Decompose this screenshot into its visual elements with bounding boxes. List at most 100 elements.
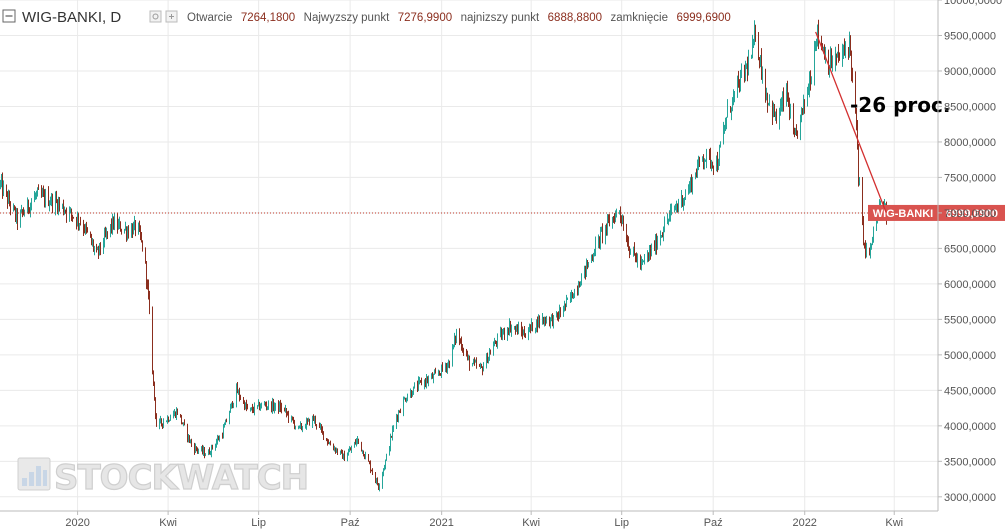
candle: [508, 327, 509, 336]
candle: [84, 224, 85, 234]
candle: [427, 376, 428, 384]
candle: [138, 222, 139, 235]
candle: [274, 402, 275, 414]
candle: [90, 231, 91, 238]
candle: [292, 416, 293, 421]
x-tick-label: 2020: [65, 517, 89, 529]
candle: [544, 316, 545, 327]
candle: [378, 483, 379, 490]
candle: [487, 352, 488, 364]
candle: [486, 353, 487, 369]
candle: [788, 92, 789, 108]
candle: [530, 324, 531, 334]
candle: [695, 172, 696, 180]
candle: [733, 89, 734, 106]
candle: [504, 327, 505, 340]
settings-icon[interactable]: [165, 10, 178, 23]
candle: [419, 376, 420, 385]
candle: [254, 402, 255, 416]
candle: [182, 422, 183, 425]
candle: [251, 407, 252, 411]
candle: [272, 397, 273, 414]
candle: [348, 448, 349, 456]
candle: [313, 414, 314, 422]
candle: [734, 90, 735, 103]
y-tick-label: 9500,0000: [944, 30, 996, 42]
candle: [776, 108, 777, 124]
candle: [872, 236, 873, 246]
candle: [159, 418, 160, 430]
candle: [48, 186, 49, 207]
candle: [832, 55, 833, 72]
candle: [217, 434, 218, 445]
candle: [57, 199, 58, 215]
candle: [816, 38, 817, 51]
low-label: najnizszy punkt: [461, 12, 540, 24]
candle: [557, 312, 558, 321]
candle: [605, 224, 606, 245]
candle: [615, 210, 616, 223]
candle: [86, 221, 87, 234]
candle: [226, 418, 227, 423]
candle: [644, 254, 645, 265]
candle: [481, 363, 482, 368]
collapse-icon[interactable]: [2, 9, 16, 23]
candle: [731, 107, 732, 121]
candle: [467, 350, 468, 361]
annotation-trend-line: [815, 31, 887, 214]
candle: [494, 337, 495, 347]
candle: [134, 215, 135, 231]
candle: [602, 223, 603, 244]
candle: [321, 424, 322, 433]
candle: [719, 144, 720, 166]
candle: [44, 189, 45, 208]
candle: [377, 477, 378, 486]
candle: [135, 219, 136, 237]
candle: [145, 247, 146, 264]
candle: [21, 204, 22, 213]
candle: [608, 214, 609, 224]
candle: [634, 242, 635, 256]
candle: [509, 318, 510, 336]
candle: [173, 410, 174, 419]
candle: [828, 49, 829, 75]
candle: [160, 415, 161, 424]
candle: [87, 227, 88, 233]
candle: [507, 326, 508, 341]
candle: [748, 49, 749, 76]
candle: [230, 403, 231, 413]
candle: [237, 381, 238, 394]
candle: [355, 439, 356, 445]
eye-icon[interactable]: [149, 10, 162, 23]
candle: [128, 225, 129, 239]
candle: [661, 235, 662, 238]
candle: [259, 401, 260, 411]
candle: [376, 477, 377, 485]
candle: [516, 324, 517, 332]
candle: [411, 389, 412, 398]
candle: [835, 46, 836, 72]
candle: [438, 369, 439, 376]
candle: [247, 403, 248, 410]
candle: [677, 203, 678, 213]
candle: [167, 415, 168, 424]
candle: [773, 102, 774, 118]
candle: [620, 206, 621, 224]
candle: [426, 373, 427, 389]
candle: [412, 390, 413, 397]
candle: [312, 415, 313, 429]
candle: [336, 447, 337, 453]
candle: [623, 215, 624, 231]
candle: [655, 233, 656, 255]
candle: [741, 63, 742, 79]
candle: [476, 357, 477, 369]
candle: [531, 318, 532, 331]
candle: [553, 315, 554, 329]
candle: [727, 99, 728, 118]
candle: [449, 360, 450, 369]
candle: [628, 236, 629, 251]
candle: [675, 203, 676, 211]
